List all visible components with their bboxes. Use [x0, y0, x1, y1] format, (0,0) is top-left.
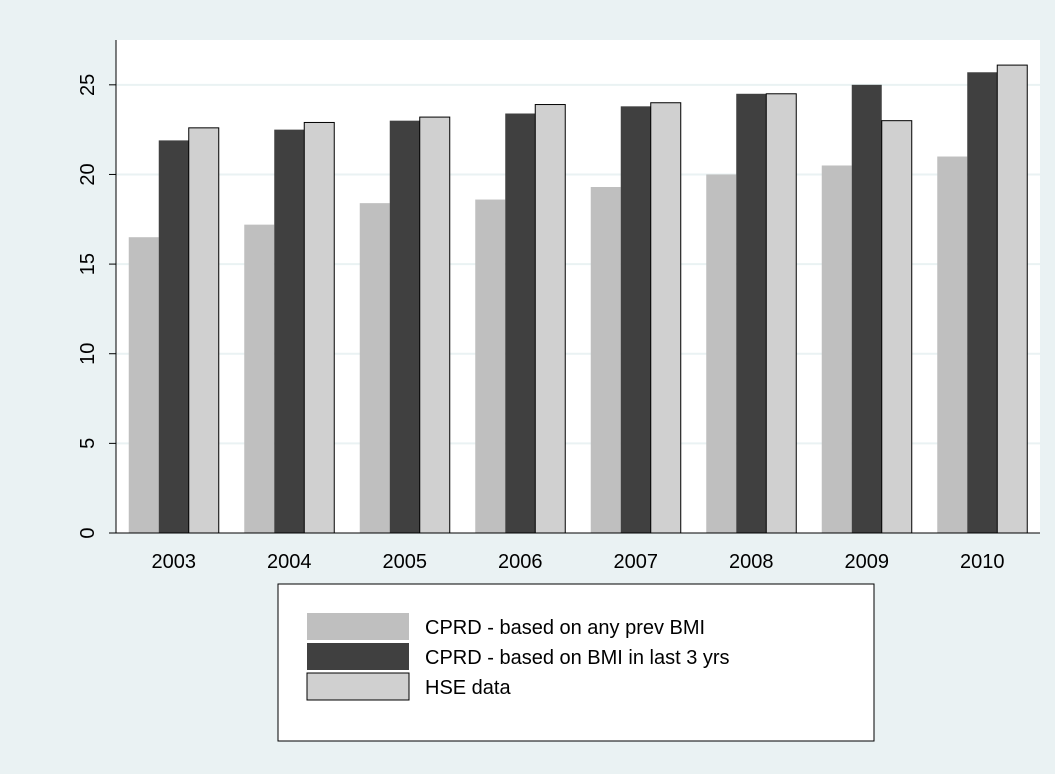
bar	[359, 203, 390, 533]
y-tick-label: 25	[77, 74, 99, 96]
bar	[851, 84, 882, 534]
bar	[996, 64, 1028, 534]
bar	[765, 93, 797, 534]
y-tick-label: 20	[77, 163, 99, 185]
bar	[475, 199, 506, 533]
legend-label: HSE data	[425, 677, 511, 699]
y-tick-label: 10	[77, 343, 99, 365]
bar	[505, 113, 536, 533]
y-tick-label: 15	[77, 253, 99, 275]
bar	[706, 174, 737, 534]
x-tick-label: 2010	[960, 551, 1005, 573]
bar	[967, 72, 998, 533]
bar	[303, 121, 335, 534]
bar	[620, 106, 651, 534]
legend-label: CPRD - based on any prev BMI	[425, 617, 705, 639]
bars	[128, 64, 1028, 534]
bar	[881, 120, 913, 534]
bar	[650, 102, 682, 534]
x-tick-label: 2004	[267, 551, 312, 573]
legend-label: CPRD - based on BMI in last 3 yrs	[425, 647, 730, 669]
bar	[158, 140, 189, 533]
bar	[244, 224, 275, 533]
bar	[821, 165, 852, 533]
legend: CPRD - based on any prev BMI CPRD - based…	[277, 583, 875, 742]
bar	[534, 104, 566, 534]
bar	[419, 116, 451, 534]
x-tick-label: 2007	[614, 551, 659, 573]
bar	[736, 93, 767, 534]
legend-swatch	[306, 672, 410, 701]
bar	[274, 129, 305, 534]
bar	[590, 187, 621, 533]
y-tick-label: 5	[77, 438, 99, 449]
bar	[188, 127, 220, 534]
x-tick-label: 2008	[729, 551, 774, 573]
bar	[389, 120, 420, 533]
x-tick-label: 2005	[383, 551, 428, 573]
x-tick-label: 2006	[498, 551, 543, 573]
x-tick-label: 2003	[152, 551, 197, 573]
bar	[937, 156, 968, 533]
legend-swatch	[307, 613, 409, 640]
x-tick-label: 2009	[845, 551, 890, 573]
y-tick-label: 0	[77, 527, 99, 538]
bar	[128, 237, 159, 533]
legend-swatch	[307, 643, 409, 670]
axes: 0 5 10 15 20 25 2003 2004 2005 2006 2007 2008 2009 20…	[77, 40, 1040, 573]
